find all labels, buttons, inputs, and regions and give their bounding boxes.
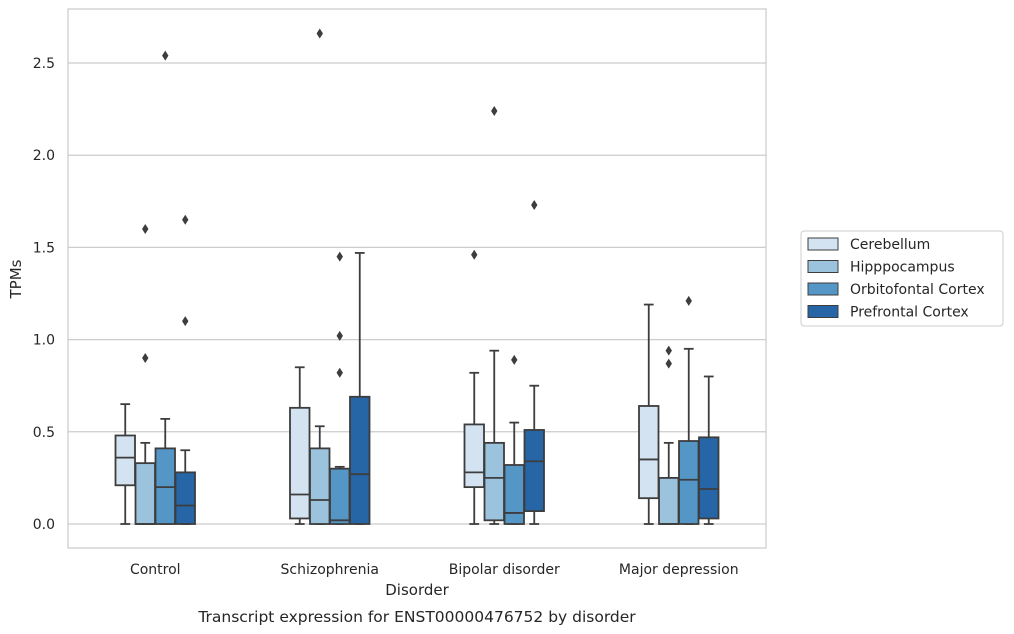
box-series bbox=[114, 28, 720, 525]
box-cerebellum bbox=[463, 249, 485, 525]
box-iqr bbox=[114, 434, 136, 487]
outlier-point bbox=[142, 353, 149, 364]
box-iqr bbox=[463, 423, 485, 489]
box-cerebellum bbox=[289, 366, 311, 525]
outlier-point bbox=[142, 223, 149, 234]
outlier-point bbox=[471, 249, 478, 260]
box-cerebellum bbox=[114, 403, 136, 525]
outlier-point bbox=[511, 354, 518, 365]
outlier-point bbox=[685, 295, 692, 306]
box-hipppocampus bbox=[483, 105, 505, 525]
plot-frame bbox=[67, 8, 767, 549]
y-tick-label: 2.5 bbox=[33, 56, 55, 72]
box-cerebellum bbox=[638, 303, 660, 525]
box-orbitofontal-cortex bbox=[154, 50, 176, 525]
box-prefrontal-cortex bbox=[349, 252, 371, 525]
outlier-point bbox=[491, 105, 498, 116]
box-iqr bbox=[329, 467, 351, 525]
chart-caption: Transcript expression for ENST0000047675… bbox=[197, 608, 636, 626]
y-tick-label: 0.5 bbox=[33, 425, 55, 441]
box-prefrontal-cortex bbox=[523, 199, 545, 525]
outlier-point bbox=[531, 199, 538, 210]
legend-swatch bbox=[807, 305, 839, 318]
y-tick-label: 2.0 bbox=[33, 148, 55, 164]
outlier-point bbox=[336, 367, 343, 378]
legend-swatch bbox=[807, 260, 839, 273]
box-iqr bbox=[154, 447, 176, 525]
y-tick-label: 1.5 bbox=[33, 240, 55, 256]
legend-label: Prefrontal Cortex bbox=[850, 305, 969, 321]
box-iqr bbox=[678, 440, 700, 525]
outlier-point bbox=[182, 214, 189, 225]
box-iqr bbox=[658, 476, 680, 525]
y-tick-label: 1.0 bbox=[33, 333, 55, 349]
box-iqr bbox=[289, 406, 311, 520]
outlier-point bbox=[182, 316, 189, 327]
box-iqr bbox=[174, 471, 196, 525]
x-tick-label: Schizophrenia bbox=[281, 562, 379, 578]
box-orbitofontal-cortex bbox=[678, 295, 700, 525]
box-iqr bbox=[483, 441, 505, 522]
box-hipppocampus bbox=[658, 345, 680, 525]
legend-swatch bbox=[807, 237, 839, 251]
outlier-point bbox=[336, 251, 343, 262]
box-iqr bbox=[638, 405, 660, 500]
box-prefrontal-cortex bbox=[698, 375, 720, 525]
legend-label: Cerebellum bbox=[850, 237, 930, 253]
box-orbitofontal-cortex bbox=[503, 354, 525, 525]
outlier-point bbox=[336, 330, 343, 341]
box-iqr bbox=[503, 464, 525, 525]
legend-label: Hipppocampus bbox=[850, 260, 955, 276]
x-tick-labels: Control Schizophrenia Bipolar disorder Majo… bbox=[130, 562, 739, 578]
box-iqr bbox=[523, 429, 545, 512]
box-hipppocampus bbox=[309, 28, 331, 525]
outlier-point bbox=[665, 345, 672, 356]
box-iqr bbox=[134, 462, 156, 525]
box-orbitofontal-cortex bbox=[329, 251, 351, 525]
legend-frame bbox=[800, 230, 1004, 327]
outlier-point bbox=[316, 28, 323, 39]
y-tick-labels: 0.0 0.5 1.0 1.5 2.0 2.5 bbox=[33, 56, 55, 533]
box-hipppocampus bbox=[134, 223, 156, 525]
legend-label: Orbitofontal Cortex bbox=[850, 282, 985, 298]
x-tick-label: Control bbox=[130, 562, 181, 578]
box-iqr bbox=[698, 436, 720, 520]
y-tick-label: 0.0 bbox=[33, 517, 55, 533]
box-iqr bbox=[349, 395, 371, 525]
box-prefrontal-cortex bbox=[174, 214, 196, 525]
x-tick-label: Bipolar disorder bbox=[449, 562, 560, 578]
outlier-point bbox=[162, 50, 169, 61]
box-iqr bbox=[309, 447, 331, 525]
legend-swatch bbox=[807, 282, 839, 296]
x-tick-label: Major depression bbox=[619, 562, 739, 578]
legend: Cerebellum Hipppocampus Orbitofontal Corte… bbox=[800, 230, 1004, 327]
x-axis-title: Disorder bbox=[385, 581, 449, 599]
y-axis-title: TPMs bbox=[7, 259, 25, 299]
outlier-point bbox=[665, 358, 672, 369]
